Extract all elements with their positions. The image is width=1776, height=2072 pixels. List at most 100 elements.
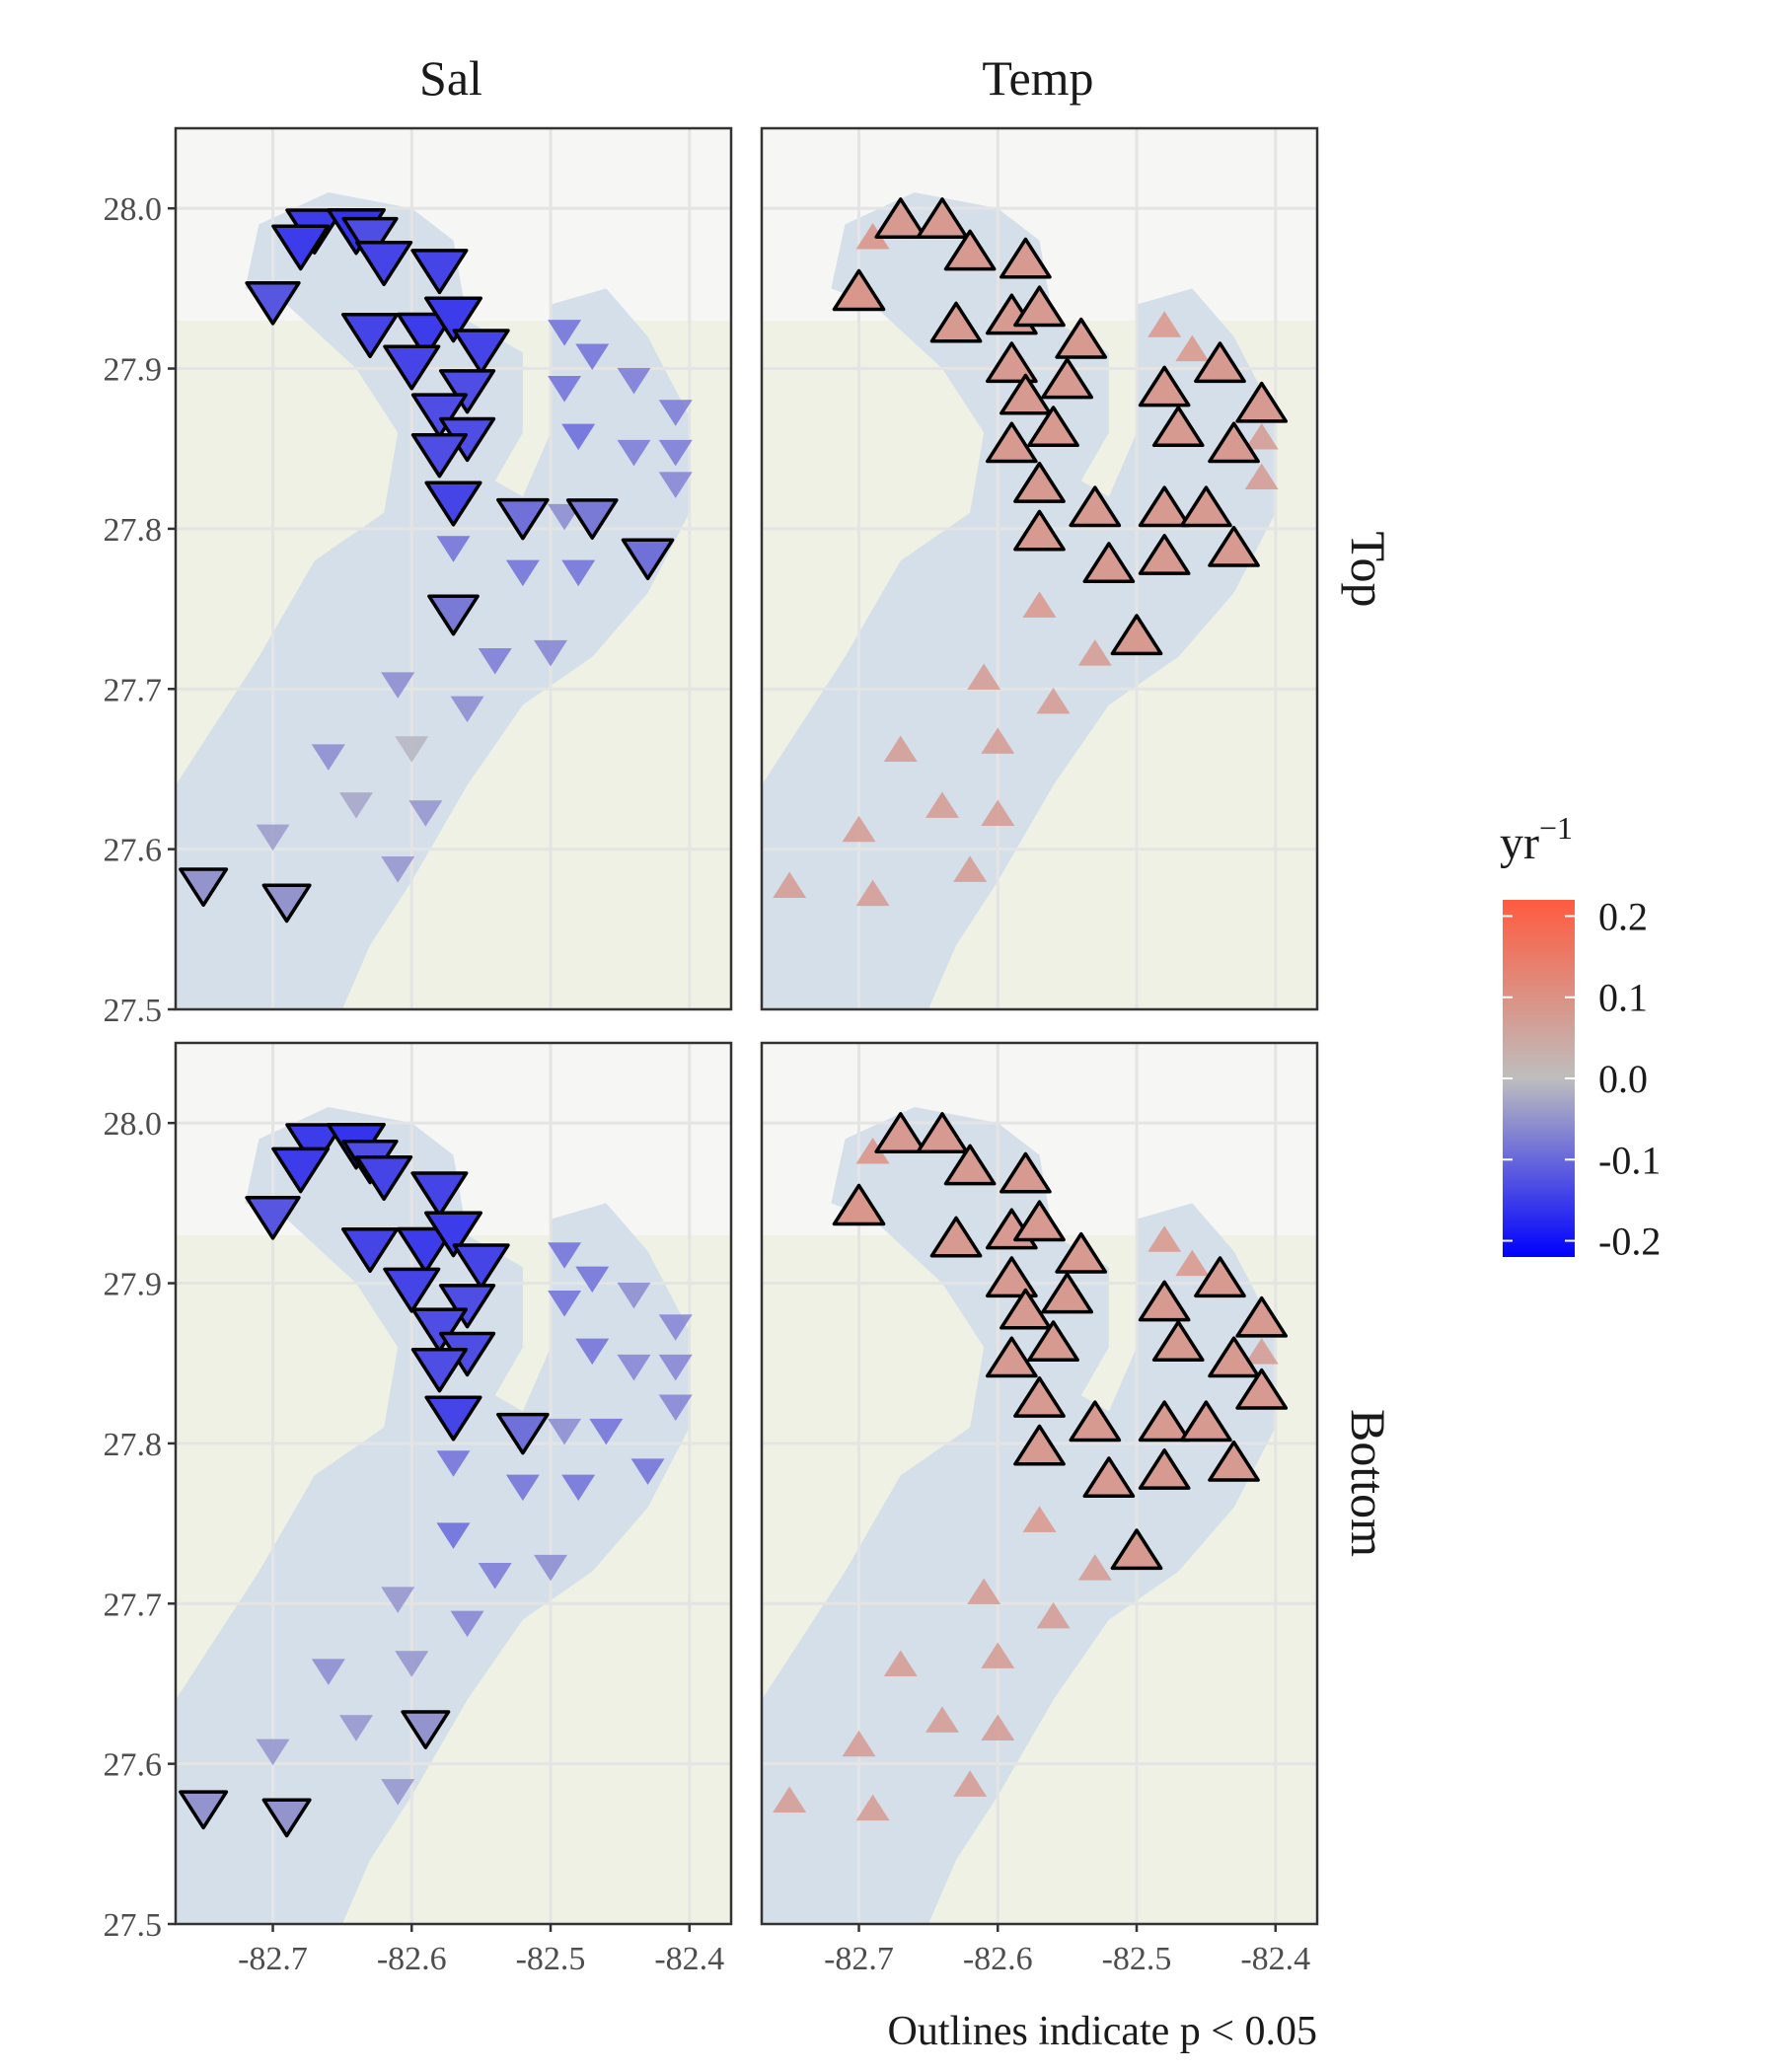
legend-tick-label: 0.0 [1598, 1057, 1648, 1101]
data-point [1027, 406, 1079, 448]
data-point [410, 1348, 469, 1393]
panel-area [762, 128, 1317, 1009]
data-point [561, 423, 596, 451]
data-point [1013, 509, 1066, 552]
panel-sal-top [174, 126, 733, 1011]
data-point [658, 1354, 693, 1381]
data-point [855, 1794, 890, 1821]
y-tick-label: 28.0 [104, 191, 163, 228]
data-point [505, 1474, 540, 1502]
data-point [1175, 334, 1210, 362]
data-point [496, 497, 550, 541]
data-point [1055, 317, 1108, 359]
data-point [621, 538, 675, 581]
panel-temp-bottom [760, 1041, 1319, 1926]
data-point [1027, 1320, 1079, 1363]
data-point [311, 744, 345, 771]
data-point [773, 871, 807, 899]
y-tick-label: 27.8 [104, 1427, 163, 1463]
data-point [929, 1216, 983, 1258]
data-point [381, 672, 415, 699]
x-tick-label: -82.6 [377, 1941, 447, 1977]
data-point [395, 1651, 429, 1677]
data-point [658, 400, 693, 426]
data-point [967, 663, 1001, 690]
data-point [179, 1790, 229, 1830]
strip-row-bottom: Bottom [1341, 1409, 1396, 1557]
data-point [1138, 365, 1191, 407]
data-point [436, 1450, 471, 1477]
strip-col-sal: Sal [419, 50, 482, 106]
data-point [1147, 311, 1182, 337]
data-point [658, 1314, 693, 1341]
data-point [355, 1154, 413, 1202]
data-point [916, 1112, 969, 1153]
data-point [548, 320, 582, 346]
data-point [986, 341, 1038, 384]
data-point [658, 472, 693, 498]
data-point [981, 799, 1015, 826]
data-point [999, 373, 1052, 415]
data-point [245, 281, 301, 326]
data-point [575, 343, 610, 370]
data-point [478, 1562, 512, 1590]
data-point [1036, 1601, 1071, 1629]
x-tick-label: -82.7 [238, 1941, 308, 1977]
data-point [534, 1554, 568, 1582]
data-point [883, 1650, 918, 1677]
data-point [617, 367, 651, 395]
data-point [383, 344, 441, 391]
data-point [311, 1659, 345, 1685]
strip-row-top: Top [1341, 531, 1396, 607]
data-point [452, 329, 510, 375]
x-tick-label: -82.4 [654, 1941, 724, 1977]
data-point [548, 1290, 582, 1317]
y-tick-label: 27.6 [104, 1747, 163, 1784]
data-point [855, 1137, 890, 1164]
legend-tick-label: -0.2 [1598, 1220, 1661, 1264]
y-tick-label: 27.7 [104, 672, 163, 708]
data-point [1194, 341, 1246, 384]
data-point [967, 1578, 1001, 1604]
facet-strips: Sal Temp Top Bottom [419, 50, 1396, 1557]
x-tick-label: -82.5 [1102, 1941, 1172, 1977]
data-point [1077, 1554, 1112, 1581]
data-point [271, 224, 331, 271]
data-point [438, 369, 496, 414]
data-point [396, 312, 455, 359]
panel-border [174, 126, 733, 1011]
data-point [410, 249, 469, 295]
data-point [1022, 1506, 1057, 1532]
data-point [548, 1242, 582, 1269]
legend-ticks: 0.2 0.1 0.0 -0.1 -0.2 [1503, 894, 1661, 1264]
data-point [589, 1418, 624, 1445]
data-point [256, 824, 290, 851]
data-point [883, 735, 918, 763]
x-tick-label: -82.6 [963, 1941, 1033, 1977]
data-point [943, 229, 997, 271]
y-tick-label: 27.9 [104, 1267, 163, 1303]
data-point [1013, 285, 1066, 328]
data-point [427, 594, 480, 636]
data-point [383, 1267, 441, 1313]
data-point [1244, 422, 1279, 450]
data-point [981, 1642, 1015, 1668]
y-tick-label: 27.8 [104, 512, 163, 549]
data-point [1235, 1368, 1289, 1410]
data-point [1208, 421, 1260, 464]
data-point [341, 216, 399, 262]
data-point [424, 1211, 482, 1258]
data-point [832, 1183, 886, 1226]
panel-border [174, 1041, 733, 1926]
data-point [1041, 1272, 1093, 1314]
data-point [341, 313, 400, 359]
data-point [575, 1338, 610, 1366]
data-point [925, 791, 959, 818]
data-point [981, 727, 1015, 754]
data-point [981, 1714, 1015, 1740]
data-point [401, 1710, 451, 1749]
data-point [338, 792, 373, 819]
panel-border [760, 1041, 1319, 1926]
data-point [436, 1522, 471, 1549]
data-point [341, 1227, 400, 1274]
